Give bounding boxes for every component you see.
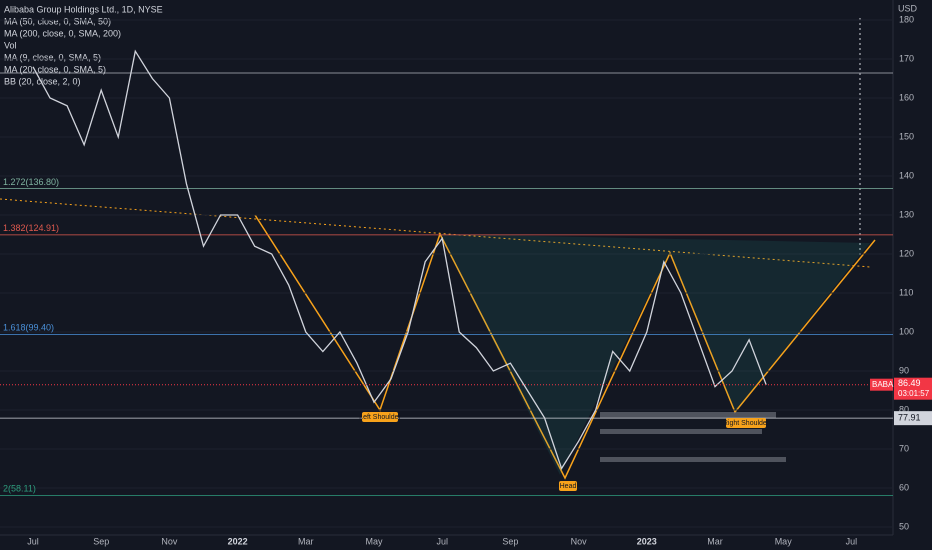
y-tick-label: 70	[899, 443, 909, 453]
y-tick-label: 80	[899, 404, 909, 414]
annotation-bg	[362, 412, 398, 422]
x-tick-label: 2023	[637, 536, 657, 546]
annotation: Head	[560, 483, 577, 490]
y-tick-label: 160	[899, 92, 914, 102]
y-tick-label: 130	[899, 209, 914, 219]
x-tick-label: Nov	[161, 536, 178, 546]
symbol-tag-bg	[870, 378, 893, 391]
legend: Alibaba Group Holdings Ltd., 1D, NYSE MA…	[4, 4, 163, 86]
countdown: 03:01:57	[898, 389, 930, 398]
x-tick-label: Sep	[93, 536, 109, 546]
x-tick-label: Jul	[846, 536, 858, 546]
x-tick-label: Mar	[707, 536, 723, 546]
legend-item: MA (50, close, 0, SMA, 50)	[4, 16, 111, 26]
y-tick-label: 60	[899, 482, 909, 492]
x-tick-label: Jul	[436, 536, 448, 546]
x-tick-label: Jul	[27, 536, 39, 546]
x-tick-label: May	[365, 536, 383, 546]
legend-item: Vol	[4, 40, 17, 50]
level-label: 2(58.11)	[3, 484, 36, 494]
y-tick-label: 180	[899, 14, 914, 24]
y-tick-label: 110	[899, 287, 913, 297]
annotation: Left Shoulder	[359, 414, 401, 421]
zone	[600, 457, 786, 462]
y-tick-label: 140	[899, 170, 914, 180]
crosshair-tag: 77.91	[898, 413, 921, 423]
legend-title: Alibaba Group Holdings Ltd., 1D, NYSE	[4, 4, 163, 14]
axis-label: USD	[898, 3, 918, 13]
y-tick-label: 120	[899, 248, 914, 258]
crosshair-tag-bg	[894, 411, 932, 426]
legend-item: MA (20, close, 0, SMA, 5)	[4, 64, 106, 74]
price-tag-bg	[894, 377, 932, 400]
legend-item: BB (20, close, 2, 0)	[4, 76, 81, 86]
y-tick-label: 150	[899, 131, 914, 141]
y-tick-label: 90	[899, 365, 909, 375]
x-tick-label: May	[775, 536, 793, 546]
symbol-tag: BABA	[872, 380, 894, 389]
x-tick-label: Mar	[298, 536, 314, 546]
y-tick-label: 50	[899, 521, 909, 531]
level-label: 1.618(99.40)	[3, 323, 54, 333]
x-tick-label: Sep	[502, 536, 518, 546]
y-tick-label: 170	[899, 53, 914, 63]
x-tick-label: 2022	[228, 536, 248, 546]
annotation-bg	[726, 418, 766, 428]
zone	[600, 429, 762, 434]
zone	[600, 412, 776, 418]
legend-item: MA (9, close, 0, SMA, 5)	[4, 52, 101, 62]
pattern-fill	[440, 234, 870, 475]
x-tick-label: Nov	[571, 536, 588, 546]
level-label: 1.382(124.91)	[3, 223, 59, 233]
annotation-bg	[559, 481, 577, 491]
legend-item: MA (200, close, 0, SMA, 200)	[4, 28, 121, 38]
price-tag: 86.49	[898, 378, 921, 388]
price-line	[32, 49, 767, 471]
annotation: Right Shoulder	[723, 420, 770, 427]
y-tick-label: 100	[899, 326, 914, 336]
trend-line	[0, 198, 871, 268]
level-label: 1.272(136.80)	[3, 177, 59, 187]
